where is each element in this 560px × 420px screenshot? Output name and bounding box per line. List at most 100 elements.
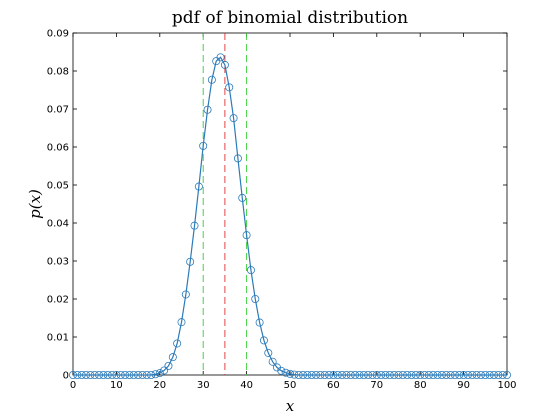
data-point: [103, 370, 112, 379]
data-point: [155, 369, 164, 378]
data-point: [429, 370, 438, 379]
data-point: [164, 361, 173, 370]
data-point: [125, 370, 134, 379]
data-point: [364, 370, 373, 379]
x-tick-label: 40: [240, 380, 253, 391]
data-point: [476, 370, 485, 379]
x-tick-label: 60: [327, 380, 340, 391]
y-tick-label: 0.09: [47, 29, 69, 40]
data-point: [455, 370, 464, 379]
x-tick-label: 70: [370, 380, 383, 391]
data-point: [142, 370, 151, 379]
data-point: [238, 193, 247, 202]
data-point: [246, 266, 255, 275]
data-point: [398, 370, 407, 379]
data-point: [494, 370, 503, 379]
data-point: [489, 370, 498, 379]
data-point: [199, 141, 208, 150]
data-point: [112, 370, 121, 379]
data-point: [463, 370, 472, 379]
data-point: [285, 369, 294, 378]
data-point: [82, 370, 91, 379]
data-point: [181, 290, 190, 299]
data-point: [502, 370, 511, 379]
data-point: [121, 370, 130, 379]
data-point: [442, 370, 451, 379]
data-point: [481, 370, 490, 379]
data-point: [203, 105, 212, 114]
data-point: [446, 370, 455, 379]
data-point: [177, 318, 186, 327]
y-tick-label: 0: [63, 371, 69, 382]
data-point: [134, 370, 143, 379]
data-point: [312, 370, 321, 379]
data-point: [437, 370, 446, 379]
data-point: [403, 370, 412, 379]
data-point: [95, 370, 104, 379]
x-tick-label: 10: [110, 380, 123, 391]
data-point: [407, 370, 416, 379]
data-point: [468, 370, 477, 379]
data-point: [216, 53, 225, 62]
data-point: [381, 370, 390, 379]
series-line: [73, 56, 507, 376]
data-point: [151, 370, 160, 379]
data-point: [290, 370, 299, 379]
x-tick-label: 30: [197, 380, 210, 391]
data-point: [316, 370, 325, 379]
data-point: [377, 370, 386, 379]
data-point: [329, 370, 338, 379]
data-point: [225, 83, 234, 92]
x-tick-label: 80: [414, 380, 427, 391]
data-point: [207, 75, 216, 84]
data-point: [251, 294, 260, 303]
data-point: [433, 370, 442, 379]
y-tick-label: 0.01: [47, 333, 69, 344]
data-point: [129, 370, 138, 379]
data-point: [420, 370, 429, 379]
data-point: [424, 370, 433, 379]
data-point: [338, 370, 347, 379]
data-point: [281, 368, 290, 377]
data-point: [116, 370, 125, 379]
data-point: [160, 366, 169, 375]
data-point: [86, 370, 95, 379]
data-point: [147, 370, 156, 379]
data-point: [459, 370, 468, 379]
data-point: [90, 370, 99, 379]
y-tick-label: 0.06: [47, 143, 69, 154]
y-axis-label-group: p(x): [26, 189, 44, 219]
data-point: [264, 348, 273, 357]
data-point: [233, 154, 242, 163]
data-point: [138, 370, 147, 379]
data-point: [303, 370, 312, 379]
y-tick-label: 0.03: [47, 257, 69, 268]
data-point: [108, 370, 117, 379]
plot-area: 0 10 20 30 40 50 60 70 80 90 100 0 0.01 0.02 0.03 0.04 0…: [47, 29, 517, 392]
data-point: [229, 114, 238, 123]
y-tick-label: 0.02: [47, 295, 69, 306]
data-point: [333, 370, 342, 379]
data-point: [498, 370, 507, 379]
data-point: [355, 370, 364, 379]
data-point: [450, 370, 459, 379]
data-point: [385, 370, 394, 379]
x-tick-label: 100: [497, 380, 516, 391]
data-point: [186, 257, 195, 266]
x-tick-label: 20: [153, 380, 166, 391]
data-point: [325, 370, 334, 379]
data-point: [194, 182, 203, 191]
data-point: [359, 370, 368, 379]
data-point: [299, 370, 308, 379]
x-tick-label: 90: [457, 380, 470, 391]
data-point: [411, 370, 420, 379]
data-point: [346, 370, 355, 379]
x-tick-label: 0: [70, 380, 76, 391]
data-point: [77, 370, 86, 379]
data-point: [485, 370, 494, 379]
data-point: [368, 370, 377, 379]
data-point: [259, 336, 268, 345]
y-axis-label: p(x): [26, 189, 44, 219]
data-point: [277, 366, 286, 375]
